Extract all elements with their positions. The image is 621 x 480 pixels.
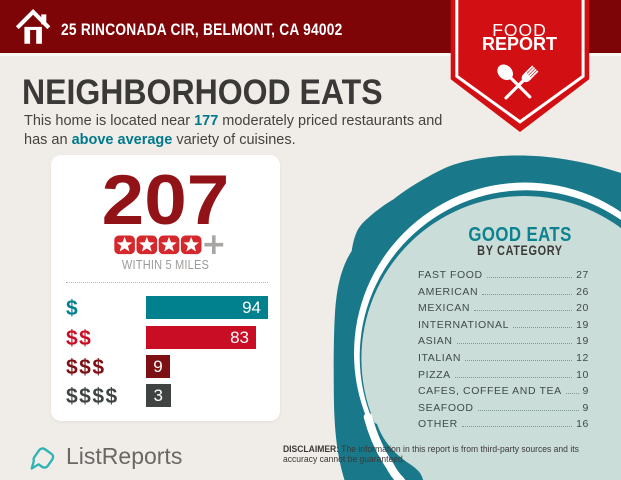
svg-text:FOOD: FOOD: [492, 20, 547, 40]
svg-text:REPORT: REPORT: [482, 34, 557, 54]
